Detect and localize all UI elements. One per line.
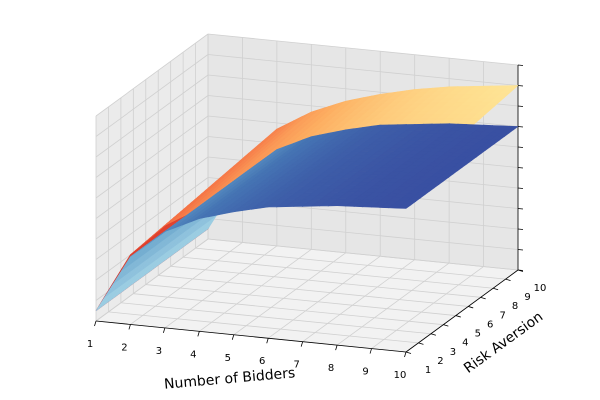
y-tick-label: 10 — [534, 283, 547, 294]
grid-line-y — [120, 302, 431, 335]
grid-line-x — [233, 252, 347, 336]
grid-line-y — [183, 256, 494, 289]
z-tick — [517, 146, 524, 148]
x-tick-label: 4 — [190, 349, 196, 360]
z-tick — [517, 249, 524, 251]
grid-line-z-left — [95, 136, 209, 219]
grid-line-z-left — [95, 115, 209, 199]
grid-line-z-back — [207, 238, 519, 271]
grid-line-z-left — [95, 33, 209, 117]
y-tick — [505, 278, 511, 281]
y-tick — [492, 287, 499, 291]
grid-line-y — [170, 265, 481, 298]
z-tick — [517, 85, 524, 87]
grid-line-y — [195, 247, 506, 280]
grid-line-x — [302, 259, 415, 342]
y-tick-label: 8 — [512, 301, 518, 312]
grid-line-x — [199, 249, 312, 332]
z-tick — [517, 64, 524, 66]
x-tick — [128, 324, 131, 330]
grid-line-z-left — [95, 177, 209, 260]
y-tick — [455, 315, 461, 318]
x-tick-label: 7 — [293, 360, 299, 371]
grid-line-y — [108, 311, 419, 344]
x-tick — [94, 320, 97, 327]
y-tick — [443, 324, 449, 327]
y-tick — [480, 296, 486, 300]
surfaces — [95, 85, 519, 312]
x-tick-label: 1 — [87, 339, 93, 350]
grid-line-y — [133, 293, 444, 326]
z-tick — [517, 167, 524, 169]
y-tick — [405, 351, 412, 354]
x-tick — [231, 334, 235, 340]
grid-line-z-left — [95, 238, 209, 322]
z-tick — [517, 269, 524, 271]
x-tick-label: 6 — [259, 356, 265, 367]
surface-cool — [95, 123, 519, 312]
grid-line-z-back — [207, 33, 519, 66]
y-tick-label: 5 — [475, 329, 481, 340]
grid-line-y — [158, 275, 469, 307]
grid-line-x — [164, 245, 278, 329]
z-tick — [517, 126, 524, 128]
grid-line-z-left — [95, 95, 209, 178]
x-tick — [404, 351, 407, 358]
x-tick-label: 8 — [328, 363, 334, 374]
y-tick — [468, 306, 474, 309]
x-tick — [266, 338, 269, 344]
y-tick-label: 3 — [450, 347, 456, 358]
z-tick — [517, 187, 524, 189]
grid-line-x — [371, 266, 484, 349]
z-tick — [517, 105, 524, 107]
x-tick-label: 3 — [156, 346, 162, 357]
y-tick-label: 2 — [437, 356, 443, 367]
grid-line-z-back — [207, 54, 519, 86]
grid-line-z-back — [207, 218, 519, 250]
x-tick-label: 10 — [394, 370, 407, 381]
y-tick-label: 7 — [499, 310, 505, 321]
y-axis-line — [405, 269, 519, 353]
floor-pane — [96, 239, 518, 352]
z-tick — [517, 228, 524, 230]
x-tick — [163, 327, 166, 334]
z-tick — [517, 208, 524, 210]
x-axis-line — [95, 320, 407, 353]
y-tick-label: 9 — [524, 292, 530, 303]
grid-line-y — [145, 284, 456, 316]
x-tick-label: 5 — [225, 353, 231, 364]
x-tick — [369, 348, 372, 354]
y-tick-label: 1 — [425, 365, 431, 376]
grid-line-z-left — [95, 74, 209, 158]
x-tick-label: 2 — [121, 342, 127, 353]
y-tick-label: 4 — [462, 338, 468, 349]
y-tick — [430, 333, 437, 336]
x-tick — [335, 344, 338, 351]
grid-line-x — [267, 255, 381, 339]
x-axis-label: Number of Bidders — [163, 365, 295, 392]
grid-line-z-left — [95, 156, 209, 240]
grid-line-x — [130, 242, 243, 325]
grid-line-z-left — [95, 54, 209, 137]
x-tick — [197, 331, 200, 337]
surface-patch — [396, 204, 412, 209]
x-tick-label: 9 — [362, 367, 368, 378]
y-tick-label: 6 — [487, 319, 493, 330]
y-tick — [418, 342, 424, 345]
x-tick — [300, 341, 304, 347]
ticks — [94, 64, 524, 358]
grid-line-x — [336, 262, 450, 346]
